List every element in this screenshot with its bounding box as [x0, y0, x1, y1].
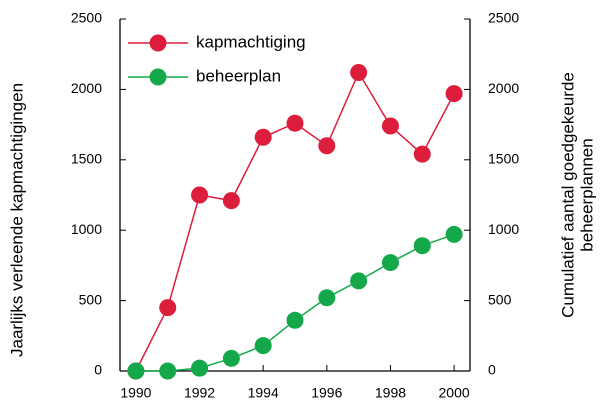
y2-tick-label: 2000: [488, 80, 519, 96]
data-point: [318, 289, 336, 307]
y2-axis-label: beheerplannen: [577, 138, 596, 251]
x-tick-label: 1998: [375, 385, 406, 401]
data-point: [222, 349, 240, 367]
data-point: [350, 272, 368, 290]
y-tick-label: 2000: [71, 80, 102, 96]
data-point: [381, 254, 399, 272]
data-point: [413, 145, 431, 163]
y-axis-label: Jaarlijks verleende kapmachtigingen: [7, 83, 26, 357]
y2-tick-label: 0: [488, 362, 496, 378]
x-tick-label: 2000: [439, 385, 470, 401]
data-point: [127, 362, 145, 380]
data-point: [254, 128, 272, 146]
data-point: [286, 311, 304, 329]
y-tick-label: 1000: [71, 221, 102, 237]
data-point: [381, 117, 399, 135]
legend-marker: [149, 34, 167, 52]
data-point: [445, 225, 463, 243]
legend-marker: [149, 68, 167, 86]
x-tick-label: 1990: [120, 385, 151, 401]
legend-label: kapmachtiging: [196, 32, 306, 51]
data-point: [191, 186, 209, 204]
x-tick-label: 1996: [311, 385, 342, 401]
data-point: [159, 299, 177, 317]
data-point: [413, 237, 431, 255]
x-tick-label: 1992: [184, 385, 215, 401]
data-point: [445, 85, 463, 103]
y-tick-label: 1500: [71, 151, 102, 167]
series-line: [135, 233, 455, 372]
y2-tick-label: 2500: [488, 10, 519, 26]
y2-axis-label: Cumulatief aantal goedgekeurde: [558, 72, 577, 318]
y-tick-label: 2500: [71, 10, 102, 26]
data-point: [318, 137, 336, 155]
data-point: [159, 362, 177, 380]
y2-tick-label: 500: [488, 291, 512, 307]
data-point: [286, 114, 304, 132]
x-tick-label: 1994: [248, 385, 279, 401]
y-tick-label: 500: [79, 291, 103, 307]
data-point: [222, 192, 240, 210]
y2-tick-label: 1500: [488, 151, 519, 167]
data-point: [191, 359, 209, 377]
legend-label: beheerplan: [196, 66, 281, 85]
y-tick-label: 0: [94, 362, 102, 378]
data-point: [350, 64, 368, 82]
data-point: [254, 337, 272, 355]
y2-tick-label: 1000: [488, 221, 519, 237]
